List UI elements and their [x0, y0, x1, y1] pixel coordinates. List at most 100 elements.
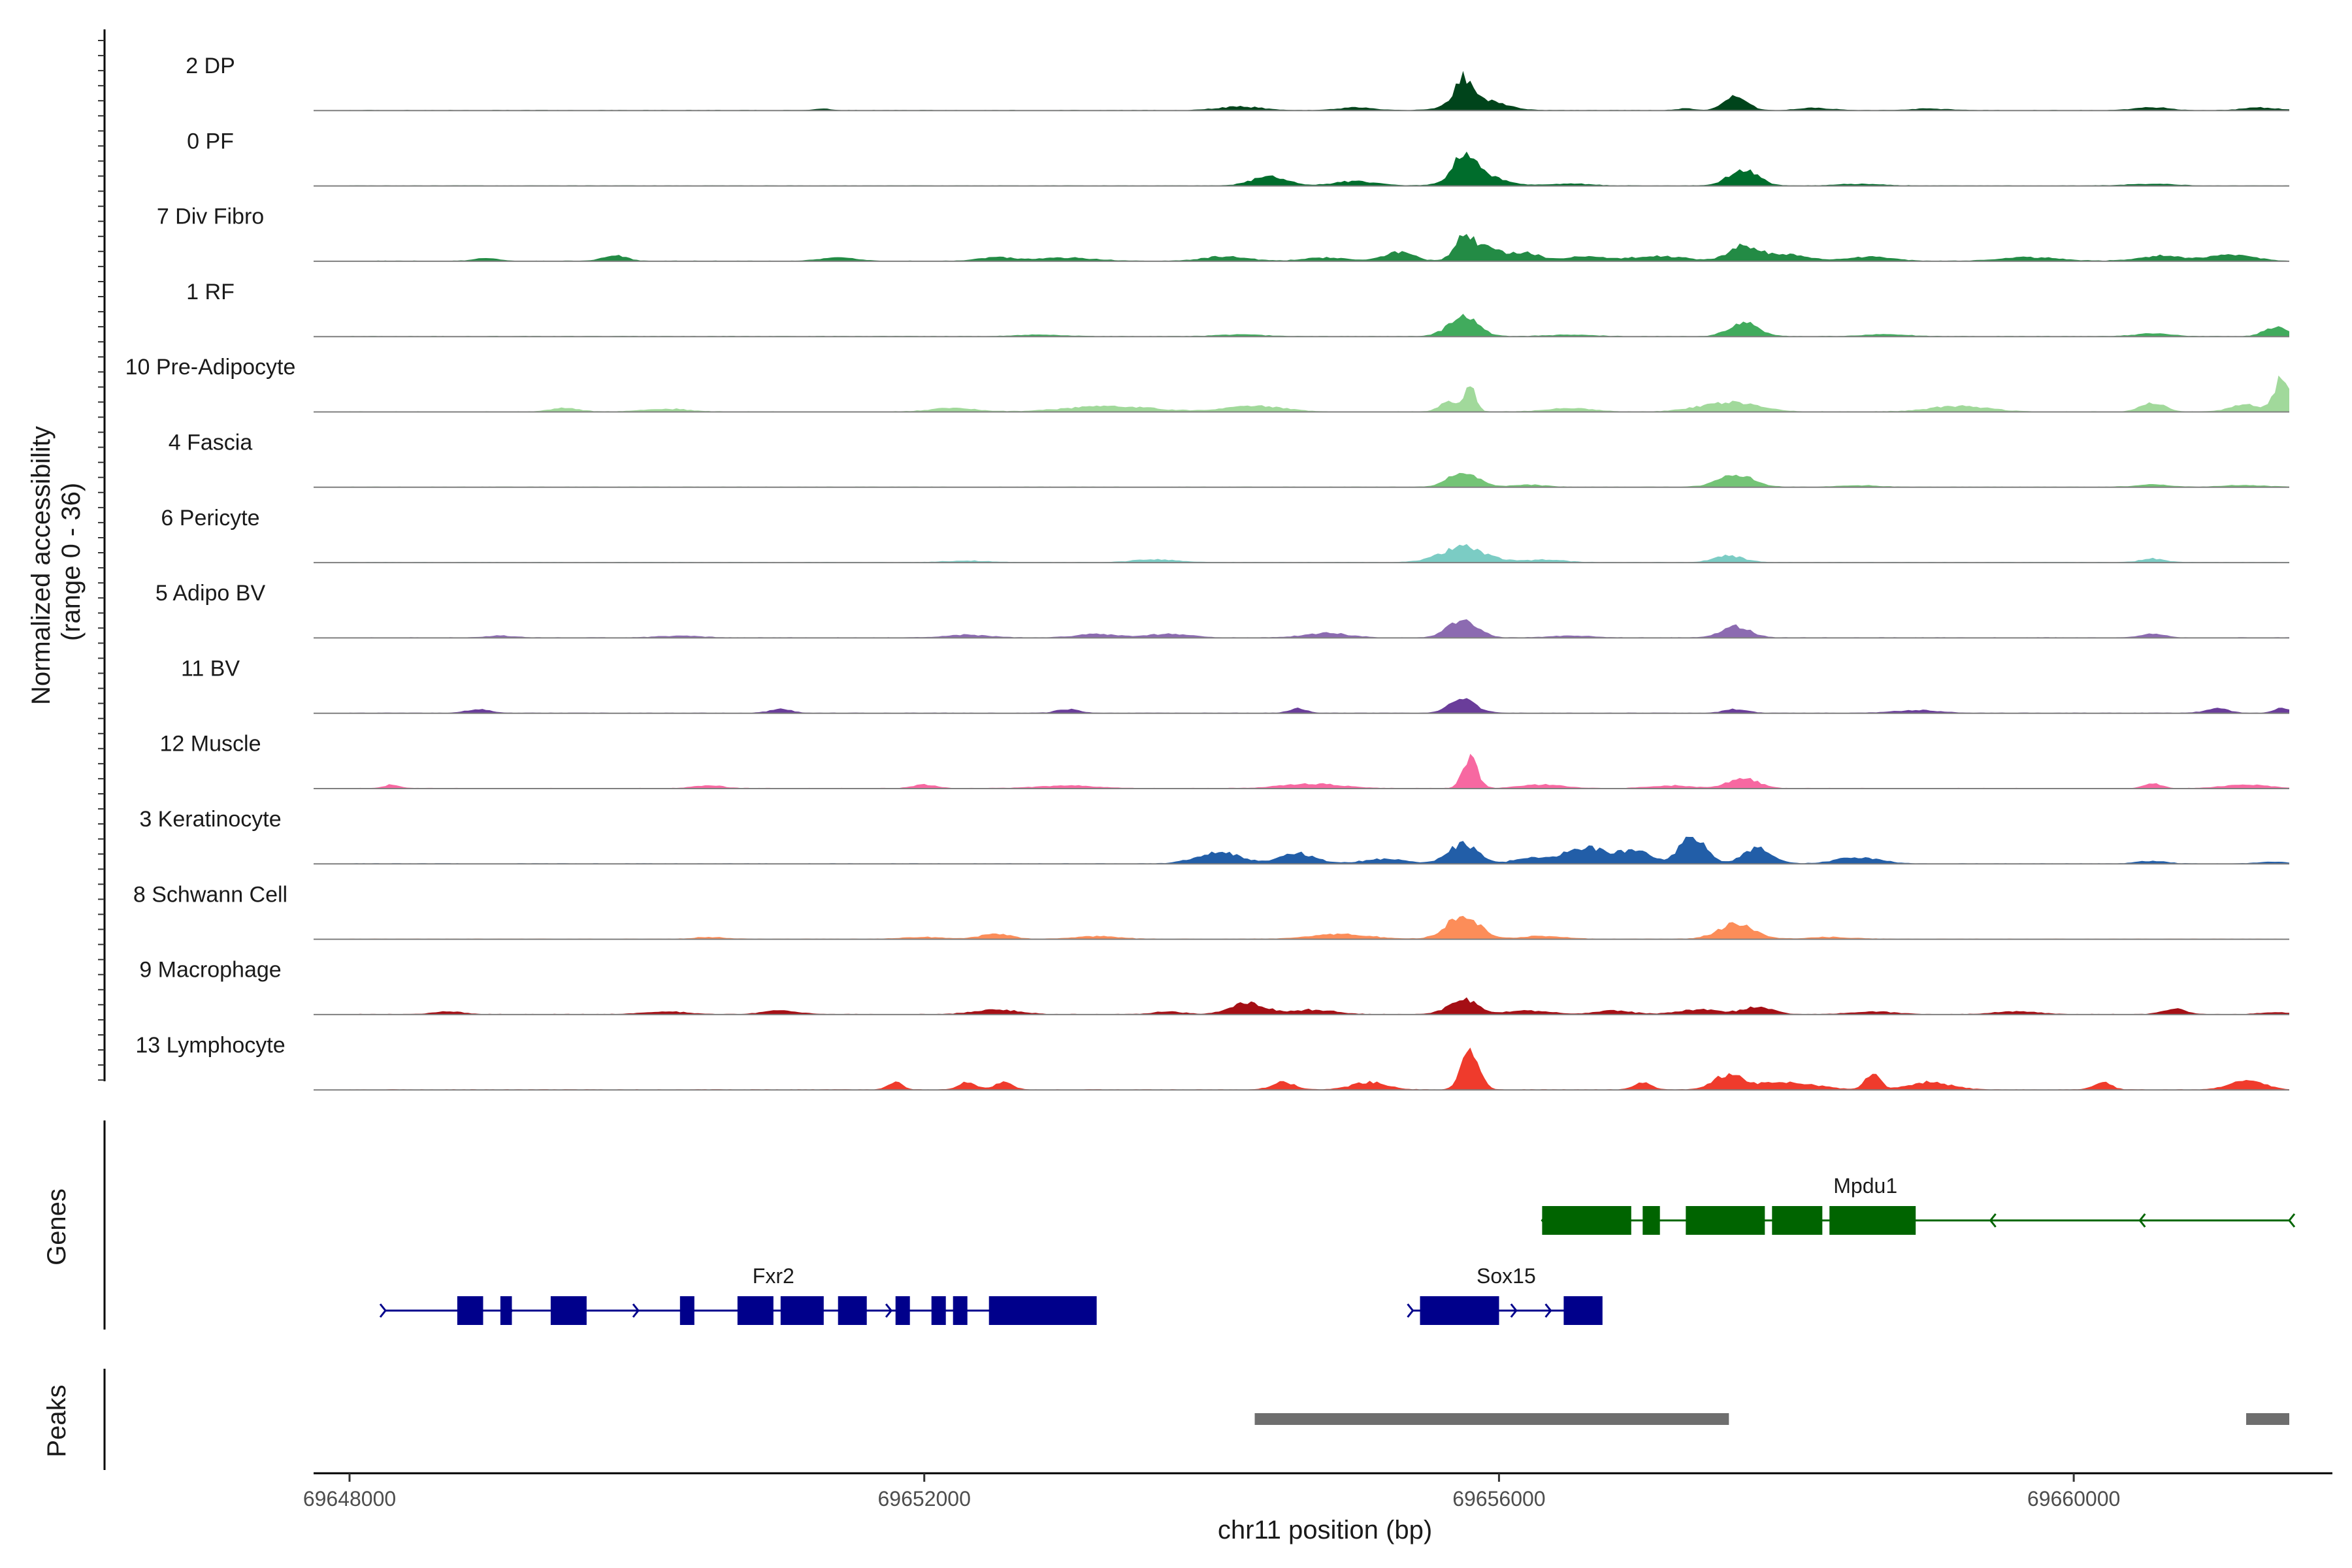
- track-4-fascia: 4 Fascia: [169, 431, 2289, 488]
- x-tick-label: 69656000: [1452, 1487, 1545, 1511]
- gene-exon: [931, 1296, 946, 1325]
- strand-chevron: [379, 1303, 387, 1318]
- track-13-lymphocyte: 13 Lymphocyte: [135, 1033, 2289, 1091]
- track-12-muscle: 12 Muscle: [160, 732, 2289, 789]
- gene-exon: [550, 1296, 587, 1325]
- track-label: 1 RF: [186, 280, 235, 304]
- track-3-keratinocyte: 3 Keratinocyte: [139, 807, 2289, 865]
- x-axis: 69648000 69652000 69656000 69660000: [303, 1472, 2332, 1511]
- gene-exon: [1772, 1206, 1823, 1235]
- strand-chevron: [1579, 1303, 1587, 1318]
- track-label: 6 Pericyte: [161, 506, 259, 531]
- coverage-y-axis: [98, 29, 106, 1081]
- gene-exon: [1563, 1296, 1603, 1325]
- track-label: 2 DP: [186, 54, 235, 78]
- gene-exon: [1642, 1206, 1660, 1235]
- gene-label: Mpdu1: [1833, 1174, 1897, 1198]
- x-axis-title: chr11 position (bp): [1218, 1516, 1432, 1544]
- gene-exon: [500, 1296, 512, 1325]
- strand-chevron: [1690, 1213, 1698, 1228]
- coverage-area: [350, 314, 2289, 337]
- x-tick-label: 69652000: [878, 1487, 971, 1511]
- strand-chevron: [1510, 1303, 1518, 1318]
- coverage-area: [350, 753, 2289, 789]
- gene-fxr2: Fxr2: [379, 1264, 1097, 1325]
- strand-chevron: [1989, 1213, 1997, 1228]
- strand-chevron: [506, 1303, 514, 1318]
- strand-chevron: [1441, 1303, 1449, 1318]
- track-label: 11 BV: [181, 656, 240, 681]
- coverage-area: [350, 375, 2289, 412]
- track-label: 8 Schwann Cell: [133, 882, 287, 907]
- gene-exon: [1542, 1206, 1631, 1235]
- peaks-panel: [103, 1369, 2289, 1470]
- track-label: 10 Pre-Adipocyte: [125, 355, 296, 380]
- coverage-area: [350, 619, 2289, 638]
- track-label: 12 Muscle: [160, 732, 261, 757]
- peaks-panel-title: Peaks: [42, 1384, 71, 1457]
- gene-exon: [1686, 1206, 1765, 1235]
- track-11-bv: 11 BV: [181, 656, 2289, 714]
- track-label: 7 Div Fibro: [157, 204, 264, 229]
- strand-chevron: [759, 1303, 766, 1318]
- gene-exon: [1420, 1296, 1499, 1325]
- gene-exon: [679, 1296, 694, 1325]
- track-label: 3 Keratinocyte: [139, 807, 281, 832]
- gene-label: Sox15: [1477, 1264, 1536, 1288]
- x-tick-label: 69648000: [303, 1487, 396, 1511]
- track-6-pericyte: 6 Pericyte: [161, 506, 2289, 564]
- gene-mpdu1: Mpdu1: [1541, 1174, 2296, 1235]
- track-8-schwann-cell: 8 Schwann Cell: [133, 882, 2289, 940]
- coverage-area: [350, 1047, 2289, 1090]
- strand-chevron: [1407, 1303, 1414, 1318]
- track-9-macrophage: 9 Macrophage: [139, 958, 2289, 1015]
- peak-region: [1254, 1413, 1729, 1425]
- gene-exon: [737, 1296, 774, 1325]
- strand-chevron: [1011, 1303, 1019, 1318]
- track-5-adipo-bv: 5 Adipo BV: [155, 581, 2289, 639]
- coverage-area: [350, 472, 2289, 487]
- track-1-rf: 1 RF: [186, 280, 2289, 338]
- coverage-area: [350, 836, 2289, 864]
- gene-exon: [953, 1296, 968, 1325]
- strand-chevron: [1541, 1213, 1548, 1228]
- genes-panel: Mpdu1 Fxr2 Sox15: [103, 1120, 2296, 1330]
- track-label: 5 Adipo BV: [155, 581, 266, 606]
- y-axis-title-line2: (range 0 - 36): [57, 483, 86, 641]
- y-axis-title-line1: Normalized accessibility: [27, 426, 56, 705]
- coverage-area: [350, 544, 2289, 563]
- gene-exon: [838, 1296, 867, 1325]
- coverage-area: [350, 915, 2289, 939]
- coverage-area: [350, 71, 2289, 111]
- strand-chevron: [2288, 1213, 2296, 1228]
- gene-exon: [895, 1296, 910, 1325]
- track-7-div-fibro: 7 Div Fibro: [157, 204, 2289, 262]
- gene-exon: [780, 1296, 824, 1325]
- x-tick-label: 69660000: [2027, 1487, 2120, 1511]
- strand-chevron: [1475, 1303, 1483, 1318]
- gene-label: Fxr2: [753, 1264, 794, 1288]
- strand-chevron: [1544, 1303, 1552, 1318]
- gene-sox15: Sox15: [1407, 1264, 1603, 1325]
- track-label: 0 PF: [187, 129, 234, 154]
- coverage-area: [350, 698, 2289, 713]
- track-label: 4 Fascia: [169, 431, 253, 455]
- strand-chevron: [2138, 1213, 2146, 1228]
- track-label: 13 Lymphocyte: [135, 1033, 285, 1058]
- coverage-area: [350, 234, 2289, 261]
- gene-exon: [988, 1296, 1097, 1325]
- strand-chevron: [632, 1303, 640, 1318]
- coverage-area: [350, 997, 2289, 1015]
- strand-chevron: [885, 1303, 893, 1318]
- strand-chevron: [1839, 1213, 1847, 1228]
- coverage-tracks: 2 DP 0 PF 7 Div Fibro 1 RF 10 Pre-Adipocyte 4…: [125, 54, 2289, 1091]
- genes-panel-title: Genes: [42, 1188, 71, 1266]
- coverage-area: [350, 152, 2289, 186]
- gene-exon: [1829, 1206, 1916, 1235]
- y-axis-title: Normalized accessibility (range 0 - 36): [27, 419, 86, 705]
- gene-exon: [457, 1296, 483, 1325]
- track-0-pf: 0 PF: [187, 129, 2289, 187]
- peak-region: [2246, 1413, 2289, 1425]
- track-10-pre-adipocyte: 10 Pre-Adipocyte: [125, 355, 2289, 413]
